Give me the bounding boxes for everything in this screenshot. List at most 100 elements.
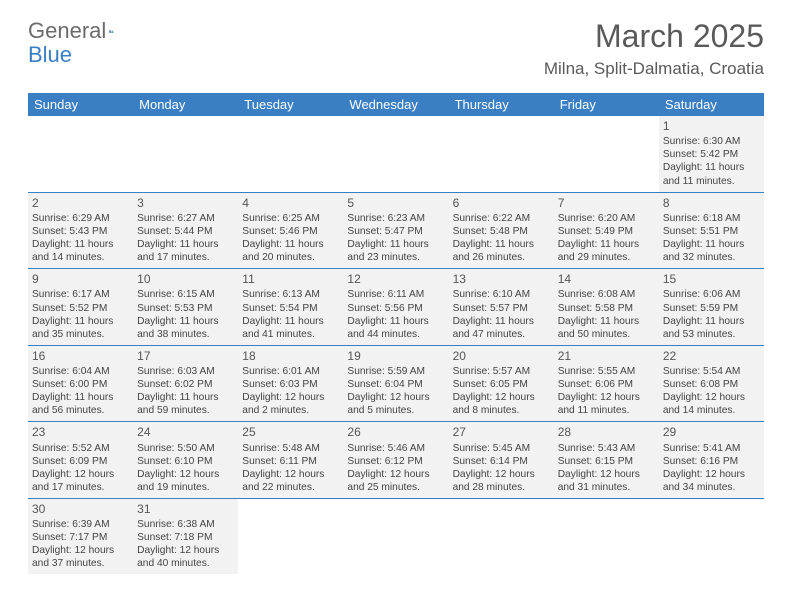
calendar-cell: 1Sunrise: 6:30 AMSunset: 5:42 PMDaylight…: [659, 116, 764, 192]
day-detail-line: and 41 minutes.: [242, 328, 339, 341]
day-detail-line: Sunset: 5:49 PM: [558, 225, 655, 238]
day-detail-line: Daylight: 11 hours: [32, 391, 129, 404]
day-detail-line: Daylight: 12 hours: [32, 544, 129, 557]
day-detail-line: Daylight: 12 hours: [137, 544, 234, 557]
day-detail-line: Sunset: 5:57 PM: [453, 302, 550, 315]
calendar-cell: 3Sunrise: 6:27 AMSunset: 5:44 PMDaylight…: [133, 193, 238, 269]
day-number: 5: [347, 196, 444, 211]
day-number: 12: [347, 272, 444, 287]
day-header-wed: Wednesday: [343, 93, 448, 116]
day-detail-line: Sunset: 7:17 PM: [32, 531, 129, 544]
day-detail-line: and 29 minutes.: [558, 251, 655, 264]
day-detail-line: Sunrise: 6:03 AM: [137, 365, 234, 378]
calendar-cell: 20Sunrise: 5:57 AMSunset: 6:05 PMDayligh…: [449, 346, 554, 422]
day-number: 13: [453, 272, 550, 287]
day-detail-line: Daylight: 11 hours: [242, 315, 339, 328]
day-detail-line: and 26 minutes.: [453, 251, 550, 264]
day-detail-line: Sunset: 6:12 PM: [347, 455, 444, 468]
calendar-cell: [343, 499, 448, 575]
day-detail-line: Sunset: 6:15 PM: [558, 455, 655, 468]
day-detail-line: Daylight: 11 hours: [32, 238, 129, 251]
day-number: 3: [137, 196, 234, 211]
day-number: 24: [137, 425, 234, 440]
calendar-cell: 28Sunrise: 5:43 AMSunset: 6:15 PMDayligh…: [554, 422, 659, 498]
day-detail-line: Daylight: 12 hours: [558, 391, 655, 404]
calendar-cell: 6Sunrise: 6:22 AMSunset: 5:48 PMDaylight…: [449, 193, 554, 269]
day-detail-line: Daylight: 11 hours: [663, 315, 760, 328]
day-detail-line: Daylight: 11 hours: [558, 238, 655, 251]
day-detail-line: Sunrise: 5:45 AM: [453, 442, 550, 455]
calendar-cell: 25Sunrise: 5:48 AMSunset: 6:11 PMDayligh…: [238, 422, 343, 498]
day-detail-line: Daylight: 12 hours: [347, 468, 444, 481]
day-number: 25: [242, 425, 339, 440]
weeks-container: 1Sunrise: 6:30 AMSunset: 5:42 PMDaylight…: [28, 116, 764, 574]
location: Milna, Split-Dalmatia, Croatia: [544, 59, 764, 79]
day-detail-line: Sunset: 7:18 PM: [137, 531, 234, 544]
day-detail-line: Sunrise: 6:10 AM: [453, 288, 550, 301]
day-number: 1: [663, 119, 760, 134]
day-header-mon: Monday: [133, 93, 238, 116]
day-detail-line: and 2 minutes.: [242, 404, 339, 417]
day-number: 31: [137, 502, 234, 517]
calendar-cell: 8Sunrise: 6:18 AMSunset: 5:51 PMDaylight…: [659, 193, 764, 269]
day-number: 9: [32, 272, 129, 287]
calendar-cell: 31Sunrise: 6:38 AMSunset: 7:18 PMDayligh…: [133, 499, 238, 575]
day-detail-line: Sunrise: 6:27 AM: [137, 212, 234, 225]
day-number: 23: [32, 425, 129, 440]
day-detail-line: and 56 minutes.: [32, 404, 129, 417]
calendar-cell: 15Sunrise: 6:06 AMSunset: 5:59 PMDayligh…: [659, 269, 764, 345]
day-detail-line: and 22 minutes.: [242, 481, 339, 494]
day-detail-line: Sunrise: 6:38 AM: [137, 518, 234, 531]
calendar-cell: 11Sunrise: 6:13 AMSunset: 5:54 PMDayligh…: [238, 269, 343, 345]
day-detail-line: and 32 minutes.: [663, 251, 760, 264]
day-header-sat: Saturday: [659, 93, 764, 116]
calendar-cell: 16Sunrise: 6:04 AMSunset: 6:00 PMDayligh…: [28, 346, 133, 422]
day-detail-line: and 14 minutes.: [663, 404, 760, 417]
day-detail-line: and 31 minutes.: [558, 481, 655, 494]
week-row: 1Sunrise: 6:30 AMSunset: 5:42 PMDaylight…: [28, 116, 764, 193]
day-detail-line: Sunrise: 5:57 AM: [453, 365, 550, 378]
calendar-cell: [28, 116, 133, 192]
day-detail-line: and 23 minutes.: [347, 251, 444, 264]
day-detail-line: Sunset: 6:14 PM: [453, 455, 550, 468]
day-detail-line: Sunrise: 6:29 AM: [32, 212, 129, 225]
day-detail-line: Sunset: 5:52 PM: [32, 302, 129, 315]
day-detail-line: Daylight: 12 hours: [137, 468, 234, 481]
day-detail-line: Sunrise: 5:41 AM: [663, 442, 760, 455]
day-detail-line: Sunset: 6:11 PM: [242, 455, 339, 468]
day-detail-line: Daylight: 12 hours: [242, 391, 339, 404]
header: General March 2025 Milna, Split-Dalmatia…: [0, 0, 792, 85]
day-detail-line: Sunrise: 6:20 AM: [558, 212, 655, 225]
day-detail-line: Sunset: 5:47 PM: [347, 225, 444, 238]
calendar-cell: 18Sunrise: 6:01 AMSunset: 6:03 PMDayligh…: [238, 346, 343, 422]
day-detail-line: and 47 minutes.: [453, 328, 550, 341]
calendar-cell: [133, 116, 238, 192]
day-number: 20: [453, 349, 550, 364]
calendar-cell: 5Sunrise: 6:23 AMSunset: 5:47 PMDaylight…: [343, 193, 448, 269]
day-detail-line: and 17 minutes.: [32, 481, 129, 494]
day-detail-line: and 25 minutes.: [347, 481, 444, 494]
logo-sail-icon: [109, 20, 114, 42]
day-detail-line: Daylight: 11 hours: [137, 315, 234, 328]
day-detail-line: Sunset: 6:00 PM: [32, 378, 129, 391]
day-detail-line: and 59 minutes.: [137, 404, 234, 417]
day-detail-line: Sunset: 6:08 PM: [663, 378, 760, 391]
day-detail-line: Daylight: 12 hours: [347, 391, 444, 404]
day-number: 28: [558, 425, 655, 440]
day-number: 16: [32, 349, 129, 364]
day-header-sun: Sunday: [28, 93, 133, 116]
day-detail-line: Daylight: 11 hours: [32, 315, 129, 328]
day-header-fri: Friday: [554, 93, 659, 116]
calendar-cell: 7Sunrise: 6:20 AMSunset: 5:49 PMDaylight…: [554, 193, 659, 269]
day-detail-line: and 8 minutes.: [453, 404, 550, 417]
day-detail-line: Sunrise: 5:55 AM: [558, 365, 655, 378]
day-detail-line: and 11 minutes.: [558, 404, 655, 417]
calendar-cell: 13Sunrise: 6:10 AMSunset: 5:57 PMDayligh…: [449, 269, 554, 345]
day-number: 11: [242, 272, 339, 287]
week-row: 23Sunrise: 5:52 AMSunset: 6:09 PMDayligh…: [28, 422, 764, 499]
day-detail-line: Daylight: 11 hours: [347, 238, 444, 251]
calendar-cell: [554, 499, 659, 575]
day-number: 8: [663, 196, 760, 211]
day-detail-line: Sunrise: 6:30 AM: [663, 135, 760, 148]
calendar-cell: 9Sunrise: 6:17 AMSunset: 5:52 PMDaylight…: [28, 269, 133, 345]
